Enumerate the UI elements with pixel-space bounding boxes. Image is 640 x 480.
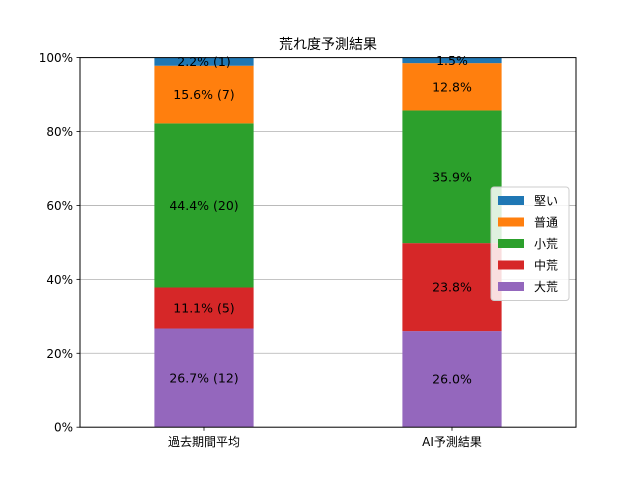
y-tick-label: 0% xyxy=(54,421,73,435)
legend-swatch xyxy=(498,217,524,227)
segment-label: 23.8% xyxy=(432,280,472,295)
legend-swatch xyxy=(498,239,524,248)
segment-label: 35.9% xyxy=(432,169,472,184)
segment-label: 15.6% (7) xyxy=(173,87,234,102)
segment-label: 26.0% xyxy=(432,372,472,387)
legend-label: 大荒 xyxy=(534,280,558,294)
x-tick-label: AI予測結果 xyxy=(422,435,482,449)
y-axis: 0% 20% 40% 60% 80% 100% xyxy=(39,51,80,435)
segment-label: 26.7% (12) xyxy=(169,370,238,385)
segment-label: 44.4% (20) xyxy=(169,198,238,213)
legend-label: 小荒 xyxy=(534,237,558,251)
bar-segment xyxy=(402,57,502,64)
chart-title: 荒れ度予測結果 xyxy=(279,37,377,53)
bar-segment xyxy=(154,65,254,124)
bar-segment xyxy=(154,123,254,288)
legend-swatch xyxy=(498,260,524,270)
legend-box xyxy=(490,186,570,301)
y-tick-label: 20% xyxy=(46,347,73,361)
legend-label: 堅い xyxy=(534,194,558,208)
bar-segment xyxy=(154,57,254,66)
bar-segment xyxy=(154,328,254,428)
bar-segment xyxy=(402,331,502,428)
plot-frame xyxy=(79,57,577,428)
segment-label: 1.5% xyxy=(436,53,468,68)
segment-label: 12.8% xyxy=(432,79,472,94)
bars xyxy=(154,57,502,428)
legend-swatch xyxy=(498,196,524,205)
bar-segment xyxy=(402,110,502,244)
y-tick-label: 100% xyxy=(39,51,73,65)
legend-swatch xyxy=(498,282,524,291)
y-tick-label: 60% xyxy=(46,199,73,213)
legend-label: 普通 xyxy=(534,216,558,230)
segment-labels: 26.7% (12) 11.1% (5) 44.4% (20) 15.6% (7) 2.… xyxy=(169,53,472,387)
legend-label: 中荒 xyxy=(534,258,558,273)
y-tick-label: 40% xyxy=(46,273,73,287)
x-tick-label: 過去期間平均 xyxy=(168,435,240,449)
bar-segment xyxy=(402,63,502,111)
bar-segment xyxy=(154,287,254,329)
x-axis: 過去期間平均 AI予測結果 xyxy=(168,427,482,449)
y-tick-label: 80% xyxy=(46,125,73,139)
bar-segment xyxy=(402,243,502,332)
segment-label: 2.2% (1) xyxy=(177,54,230,69)
segment-label: 11.1% (5) xyxy=(173,301,234,316)
